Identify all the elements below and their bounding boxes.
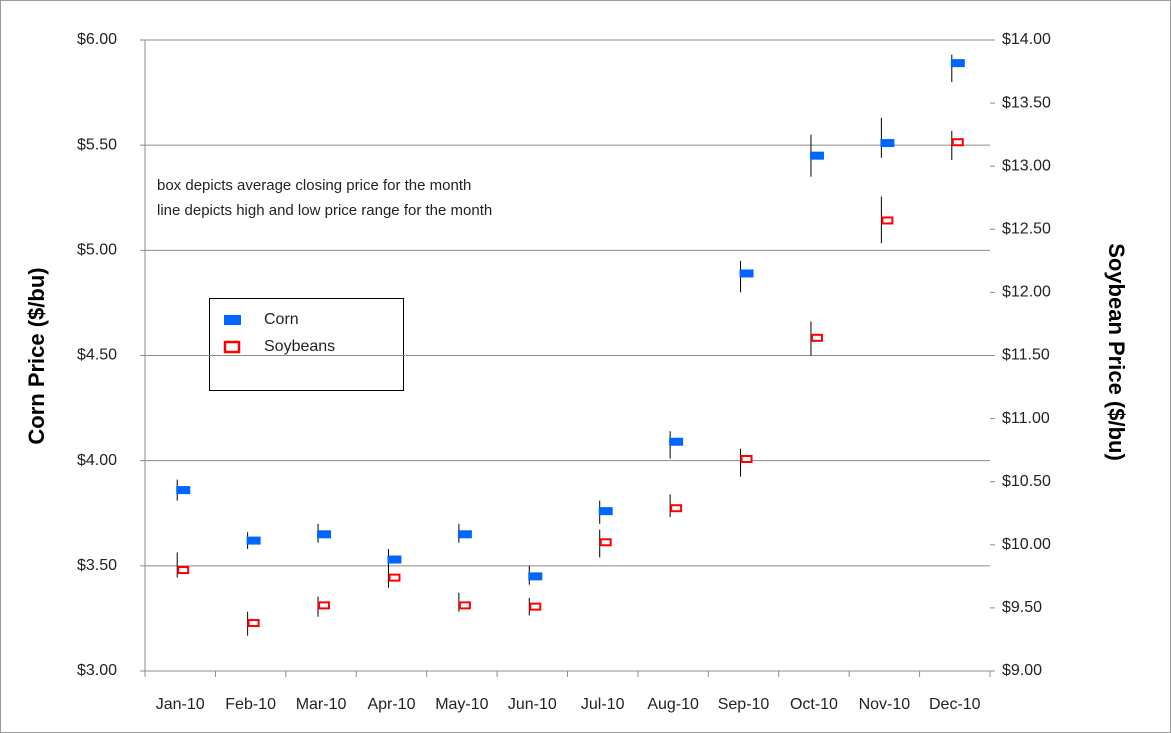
average-box [599, 538, 612, 547]
x-tick-label: Oct-10 [790, 696, 838, 713]
y-tick-label: $5.00 [77, 242, 117, 259]
average-box [317, 530, 332, 539]
x-tick-label: Aug-10 [647, 696, 699, 713]
average-box [950, 59, 965, 68]
x-tick-label: Jan-10 [156, 696, 205, 713]
annotation: line depicts high and low price range fo… [157, 202, 492, 219]
x-tick-label: Nov-10 [859, 696, 911, 713]
legend-frame [209, 298, 404, 391]
average-box [458, 601, 471, 610]
x-tick-label: Mar-10 [296, 696, 347, 713]
y2-tick-label: $9.50 [1002, 599, 1042, 616]
average-box [740, 454, 753, 463]
average-box [457, 530, 472, 539]
legend-label: Corn [264, 311, 299, 328]
average-box [810, 333, 823, 342]
average-box [387, 555, 402, 564]
y-tick-label: $3.00 [77, 662, 117, 679]
average-box [670, 504, 683, 513]
y-tick-label: $4.00 [77, 452, 117, 469]
y2-tick-label: $12.00 [1002, 284, 1051, 301]
y-axis-title: Corn Price ($/bu) [24, 267, 49, 444]
y2-tick-label: $14.00 [1002, 31, 1051, 48]
average-box [246, 536, 261, 545]
y-tick-label: $3.50 [77, 557, 117, 574]
x-tick-label: Jul-10 [581, 696, 625, 713]
average-box [598, 507, 613, 516]
legend-swatch [223, 340, 241, 354]
y2-tick-label: $13.00 [1002, 157, 1051, 174]
y-tick-label: $6.00 [77, 31, 117, 48]
x-tick-label: May-10 [435, 696, 488, 713]
x-tick-label: Apr-10 [367, 696, 415, 713]
annotation: box depicts average closing price for th… [157, 177, 471, 194]
y-tick-label: $4.50 [77, 347, 117, 364]
average-box [318, 601, 331, 610]
y2-tick-label: $11.00 [1002, 410, 1050, 427]
average-box [177, 566, 190, 575]
x-tick-label: Feb-10 [225, 696, 276, 713]
y-tick-label: $5.50 [77, 136, 117, 153]
legend-swatch [224, 315, 241, 325]
y2-tick-label: $11.50 [1002, 347, 1050, 364]
x-tick-label: Jun-10 [508, 696, 557, 713]
average-box [880, 139, 895, 148]
legend [209, 298, 404, 391]
y2-tick-label: $12.50 [1002, 221, 1051, 238]
x-tick-label: Sep-10 [718, 696, 770, 713]
y2-tick-label: $13.50 [1002, 94, 1051, 111]
average-box [176, 486, 191, 495]
average-box [529, 602, 542, 611]
x-tick-label: Dec-10 [929, 696, 981, 713]
average-box [809, 151, 824, 160]
average-box [247, 619, 260, 628]
average-box [388, 573, 401, 582]
y2-tick-label: $10.00 [1002, 536, 1051, 553]
average-box [528, 572, 543, 581]
y2-tick-label: $9.00 [1002, 662, 1042, 679]
y2-axis-title: Soybean Price ($/bu) [1104, 243, 1129, 461]
y2-tick-label: $10.50 [1002, 473, 1051, 490]
average-box [739, 269, 754, 278]
average-box [881, 216, 894, 225]
average-box [951, 138, 964, 147]
legend-label: Soybeans [264, 338, 335, 355]
average-box [669, 437, 684, 446]
